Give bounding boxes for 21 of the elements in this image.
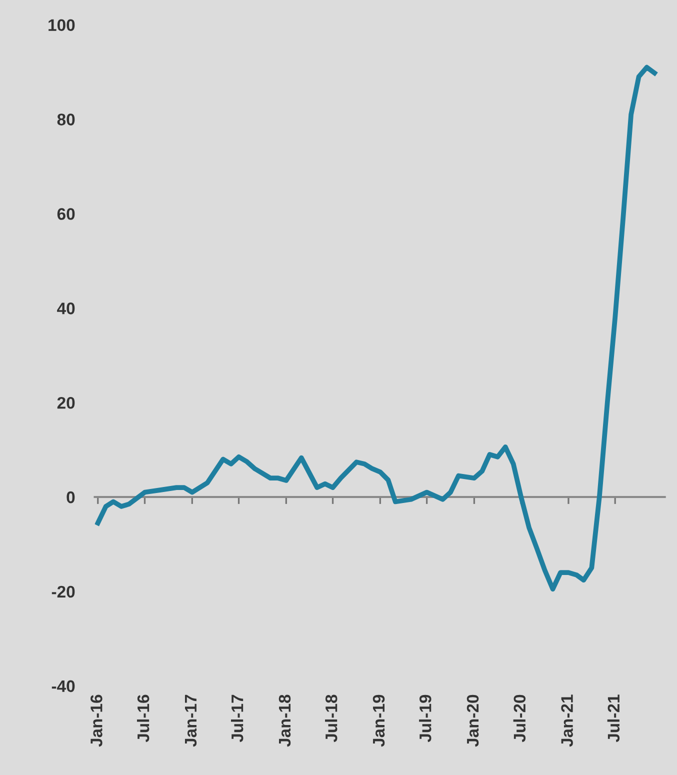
x-tick-label: Jan-18 xyxy=(278,694,291,747)
x-tick-label: Jul-16 xyxy=(136,694,150,742)
x-tick-label: Jul-17 xyxy=(231,694,244,742)
y-tick-label: 0 xyxy=(66,491,75,504)
x-tick-label: Jan-17 xyxy=(184,694,197,747)
y-tick-label: 100 xyxy=(48,19,75,32)
x-tick-label: Jul-21 xyxy=(607,694,620,742)
x-tick-label: Jul-20 xyxy=(513,694,526,742)
x-tick-label: Jul-18 xyxy=(325,694,338,742)
x-tick-label: Jan-16 xyxy=(90,694,102,747)
x-tick-label: Jan-21 xyxy=(561,694,573,747)
line-series xyxy=(95,64,657,592)
x-tick-label: Jul-19 xyxy=(419,694,432,742)
y-tick-label: -40 xyxy=(52,680,75,692)
y-tick-label: 40 xyxy=(57,302,75,314)
y-tick-label: 60 xyxy=(57,208,75,220)
x-tick-label: Jan-19 xyxy=(372,694,385,747)
x-tick-label: Jan-20 xyxy=(466,694,479,747)
y-tick-label: -20 xyxy=(52,586,75,598)
y-tick-label: 20 xyxy=(57,396,75,409)
y-tick-label: 80 xyxy=(57,114,75,126)
